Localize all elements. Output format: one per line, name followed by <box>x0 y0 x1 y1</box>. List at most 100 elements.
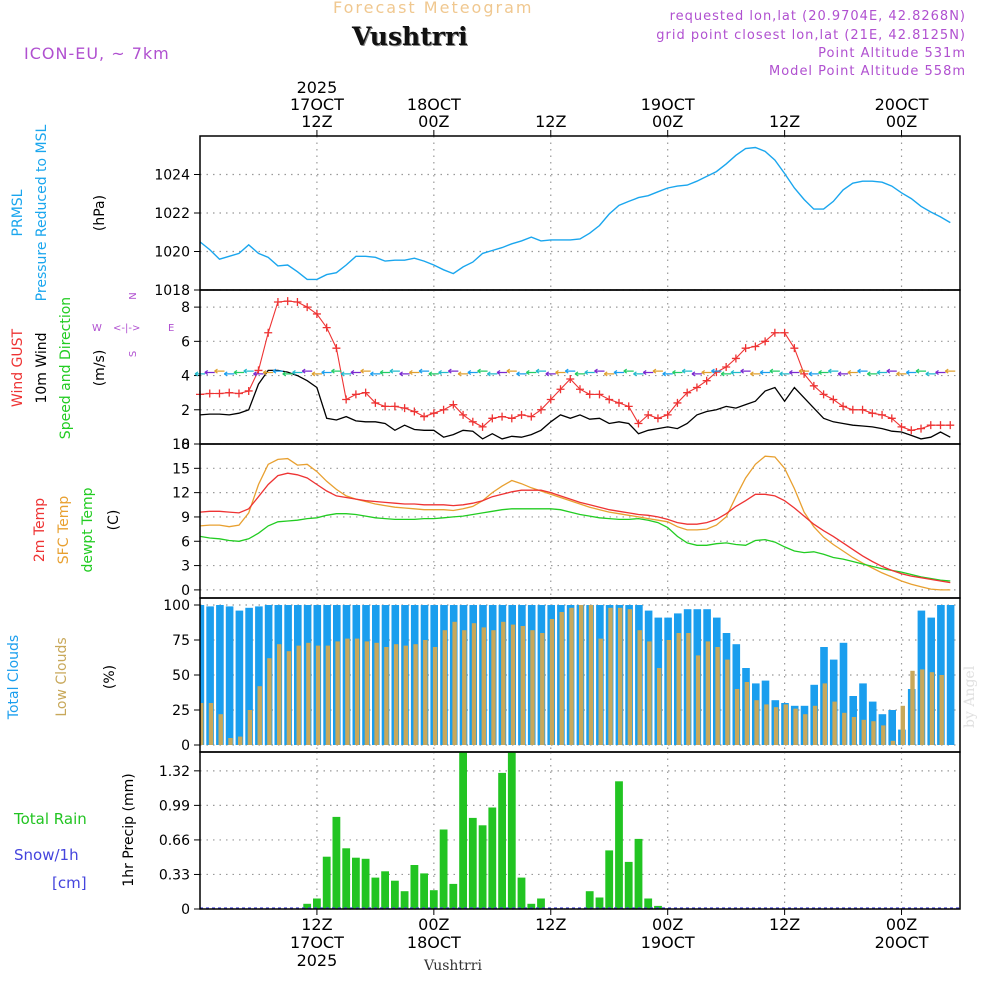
rain-bar <box>381 871 389 909</box>
wind-direction-arrow <box>905 369 917 375</box>
gust-marker <box>634 419 643 428</box>
pressure-label-name: PRMSL <box>10 189 26 236</box>
total-cloud-bar <box>206 606 214 745</box>
gust-marker <box>332 344 341 353</box>
total-cloud-bar <box>225 606 234 745</box>
pressure-ytick-label: 1022 <box>154 206 190 222</box>
low-cloud-bar <box>881 725 886 745</box>
gust-marker <box>829 395 838 404</box>
rain-bar <box>595 897 604 909</box>
wind-direction-arrow <box>370 371 381 377</box>
low-cloud-bar <box>783 704 788 745</box>
gust-marker <box>244 386 253 395</box>
wind-direction-arrow <box>272 368 283 374</box>
low-cloud-bar <box>929 672 935 745</box>
product-title: Forecast Meteogram <box>333 0 534 17</box>
gust-marker <box>605 395 614 404</box>
compass-e: E <box>168 323 174 334</box>
clouds-grid: 0 25 50 75 100 <box>163 598 960 754</box>
low-cloud-bar <box>734 689 740 745</box>
gust-marker <box>595 390 604 399</box>
gust-marker <box>351 390 360 399</box>
low-cloud-bar <box>520 626 525 745</box>
low-cloud-bar <box>510 624 516 745</box>
gust-marker <box>887 414 896 423</box>
wind-direction-arrow <box>759 369 771 375</box>
gust-marker <box>819 390 828 399</box>
low-cloud-bar <box>598 638 603 745</box>
low-cloud-bar <box>393 644 399 745</box>
wind-direction-arrow <box>477 368 488 374</box>
temp-label-dewpt: dewpt Temp <box>80 487 96 572</box>
low-cloud-bar <box>657 668 662 745</box>
bottom-time-label: 00Z <box>418 915 449 934</box>
gust-marker <box>312 309 321 318</box>
gust-marker <box>254 366 263 375</box>
total-cloud-bar <box>216 605 224 745</box>
gust-marker <box>322 323 331 332</box>
gust-marker <box>566 374 575 383</box>
precip-ytick-label: 0.33 <box>159 867 190 883</box>
requested-coords: requested lon,lat (20.9704E, 42.8268N) <box>669 9 966 24</box>
wind-direction-arrow <box>253 371 264 377</box>
rain-bar <box>468 817 477 909</box>
wind-direction-arrow <box>486 371 498 377</box>
wind-direction-arrow <box>262 369 274 375</box>
gust-marker <box>410 407 419 416</box>
wind-arrows <box>194 368 956 377</box>
gust-marker <box>576 385 584 394</box>
low-cloud-bar <box>354 638 360 745</box>
clouds-ytick-label: 75 <box>172 633 190 649</box>
gust-marker <box>663 410 672 419</box>
low-cloud-bar <box>306 642 311 745</box>
gust-marker <box>283 297 292 306</box>
wind-direction-arrow <box>418 368 430 374</box>
wind-ytick-label: 8 <box>181 300 190 316</box>
gust-marker <box>946 421 955 430</box>
low-cloud-bar <box>432 647 438 745</box>
low-cloud-bar <box>325 645 331 745</box>
low-cloud-bar <box>608 607 613 745</box>
wind-direction-arrow <box>555 369 566 375</box>
gust-marker <box>790 344 799 353</box>
gust-marker <box>624 402 633 411</box>
low-cloud-bar <box>764 704 769 745</box>
temp-ytick-label: 9 <box>181 510 190 526</box>
wind-gust-line <box>199 300 951 431</box>
clouds-ytick-label: 0 <box>181 738 190 754</box>
gust-marker <box>809 381 818 390</box>
wind-direction-arrow <box>691 371 702 377</box>
gust-marker <box>770 328 779 337</box>
gust-marker <box>839 402 848 411</box>
low-cloud-bar <box>491 630 496 745</box>
gust-marker <box>546 395 555 404</box>
gust-markers <box>196 297 955 435</box>
gust-marker <box>449 400 458 409</box>
gust-marker <box>897 422 906 431</box>
rain-bar <box>410 865 419 909</box>
precip-unit: 1hr Precip (mm) <box>121 773 137 886</box>
low-cloud-bar <box>725 659 730 745</box>
gust-marker <box>673 398 682 407</box>
top-time-label: 12Z <box>769 112 800 131</box>
gust-marker <box>926 421 935 430</box>
wind-direction-arrow <box>769 368 780 374</box>
gust-marker <box>429 409 438 418</box>
low-cloud-bar <box>939 675 944 745</box>
gust-marker <box>234 389 243 398</box>
wind-direction-arrow <box>720 371 732 377</box>
gust-marker <box>439 405 448 414</box>
low-cloud-bar <box>200 703 204 745</box>
wind-direction-arrow <box>564 368 576 374</box>
low-cloud-bar <box>812 705 818 745</box>
low-cloud-bar <box>218 714 223 745</box>
compass-arrow: <-|-> <box>113 323 140 334</box>
wind-direction-arrow <box>866 371 878 377</box>
pressure-grid: 1018 1020 1022 1024 <box>154 136 960 299</box>
wind-direction-arrow <box>584 369 595 375</box>
wind-direction-arrow <box>623 368 634 374</box>
rain-bars <box>303 752 662 909</box>
rain-bar <box>371 877 380 909</box>
total-cloud-bar <box>888 710 896 745</box>
